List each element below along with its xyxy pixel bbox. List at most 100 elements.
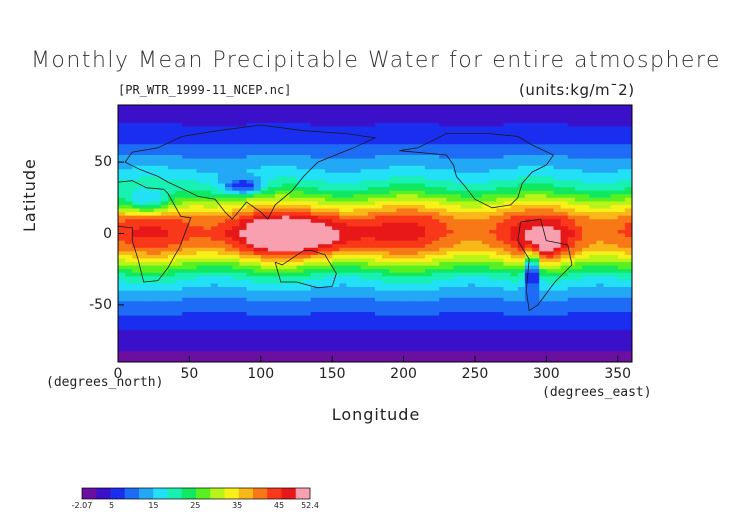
heatmap-cell (375, 176, 383, 181)
heatmap-cell (482, 279, 490, 285)
heatmap-cell (396, 254, 405, 260)
heatmap-cell (417, 112, 426, 117)
heatmap-cell (196, 344, 205, 349)
heatmap-cell (432, 297, 440, 302)
heatmap-cell (160, 219, 169, 224)
heatmap-cell (432, 122, 440, 128)
heatmap-cell (182, 312, 190, 317)
heatmap-cell (175, 240, 183, 245)
heatmap-cell (403, 329, 412, 335)
heatmap-cell (417, 187, 426, 192)
heatmap-cell (589, 215, 597, 220)
heatmap-cell (132, 197, 141, 202)
heatmap-cell (524, 272, 533, 277)
heatmap-cell (289, 119, 298, 124)
heatmap-cell (567, 212, 576, 217)
heatmap-cell (417, 337, 426, 342)
heatmap-cell (239, 333, 248, 338)
heatmap-cell (303, 137, 312, 142)
heatmap-cell (239, 340, 248, 345)
heatmap-cell (424, 137, 433, 142)
heatmap-cell (160, 308, 169, 313)
heatmap-cell (582, 129, 590, 135)
heatmap-cell (553, 172, 562, 177)
heatmap-cell (453, 340, 462, 345)
heatmap-cell (582, 212, 590, 217)
heatmap-cell (417, 233, 426, 238)
heatmap-cell (403, 187, 412, 192)
heatmap-cell (432, 197, 440, 202)
heatmap-cell (217, 169, 226, 174)
heatmap-cell (439, 190, 447, 195)
heatmap-cell (346, 237, 355, 242)
heatmap-cell (382, 137, 390, 142)
heatmap-cell (574, 219, 583, 224)
heatmap-cell (125, 126, 133, 131)
heatmap-cell (460, 333, 469, 338)
heatmap-cell (118, 147, 126, 152)
heatmap-cell (303, 222, 312, 227)
heatmap-cell (453, 258, 462, 263)
heatmap-cell (560, 272, 569, 277)
heatmap-cell (160, 315, 169, 320)
heatmap-cell (574, 122, 583, 128)
heatmap-cell (382, 179, 390, 185)
heatmap-cell (567, 194, 576, 199)
heatmap-cell (289, 208, 298, 213)
heatmap-cell (382, 287, 390, 292)
heatmap-cell (496, 297, 505, 302)
heatmap-cell (503, 144, 512, 149)
heatmap-cell (474, 276, 483, 281)
heatmap-cell (467, 179, 476, 185)
heatmap-cell (589, 137, 597, 142)
heatmap-cell (289, 276, 298, 281)
heatmap-cell (146, 105, 155, 110)
heatmap-cell (189, 137, 198, 142)
heatmap-cell (567, 304, 576, 310)
heatmap-cell (118, 215, 126, 220)
heatmap-cell (153, 179, 162, 185)
heatmap-cell (289, 290, 298, 295)
heatmap-cell (289, 247, 298, 252)
heatmap-cell (596, 144, 605, 149)
heatmap-cell (210, 208, 219, 213)
heatmap-cell (182, 126, 190, 131)
heatmap-cell (424, 226, 433, 231)
heatmap-cell (246, 154, 255, 160)
heatmap-cell (624, 287, 632, 292)
heatmap-cell (267, 190, 276, 195)
heatmap-cell (503, 283, 512, 288)
heatmap-cell (260, 258, 269, 263)
heatmap-cell (574, 176, 583, 181)
heatmap-cell (346, 219, 355, 224)
heatmap-cell (232, 340, 240, 345)
heatmap-cell (246, 162, 255, 167)
heatmap-cell (417, 140, 426, 145)
heatmap-cell (517, 215, 526, 220)
heatmap-cell (217, 112, 226, 117)
heatmap-cell (203, 133, 212, 138)
heatmap-cell (253, 151, 262, 156)
heatmap-cell (410, 201, 419, 206)
heatmap-cell (332, 265, 340, 270)
heatmap-cell (196, 212, 205, 217)
heatmap-cell (210, 129, 219, 135)
heatmap-cell (296, 144, 305, 149)
heatmap-cell (439, 315, 447, 320)
heatmap-cell (539, 276, 547, 281)
heatmap-cell (253, 251, 262, 256)
heatmap-cell (246, 215, 255, 220)
heatmap-cell (175, 169, 183, 174)
heatmap-cell (132, 322, 141, 327)
heatmap-cell (432, 344, 440, 349)
heatmap-cell (553, 322, 562, 327)
heatmap-cell (310, 247, 319, 252)
heatmap-cell (153, 237, 162, 242)
heatmap-cell (332, 165, 340, 170)
heatmap-cell (239, 319, 248, 324)
heatmap-cell (253, 129, 262, 135)
heatmap-cell (382, 322, 390, 327)
heatmap-cell (275, 262, 283, 267)
heatmap-cell (460, 151, 469, 156)
heatmap-cell (510, 122, 519, 128)
